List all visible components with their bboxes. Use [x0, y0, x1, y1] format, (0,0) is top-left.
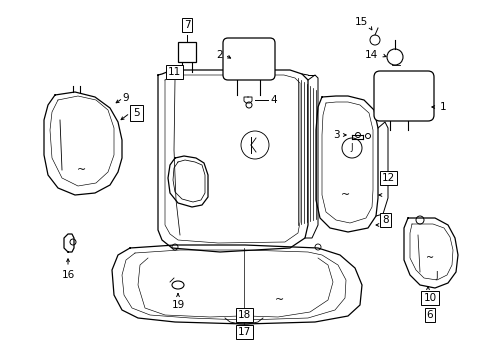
Text: 5: 5 — [133, 108, 140, 118]
Text: 10: 10 — [423, 293, 436, 303]
Polygon shape — [244, 97, 251, 103]
Text: 14: 14 — [364, 50, 377, 60]
FancyBboxPatch shape — [373, 71, 433, 121]
Text: 4: 4 — [269, 95, 276, 105]
Polygon shape — [112, 245, 361, 324]
Text: 12: 12 — [381, 173, 394, 183]
Text: J: J — [435, 270, 437, 279]
Text: 18: 18 — [237, 310, 250, 320]
Text: 11: 11 — [167, 67, 180, 77]
Text: 3: 3 — [333, 130, 339, 140]
Text: J: J — [350, 144, 352, 153]
Text: 1: 1 — [439, 102, 446, 112]
Text: 2: 2 — [216, 50, 223, 60]
Text: 17: 17 — [237, 327, 250, 337]
Polygon shape — [315, 96, 377, 232]
Text: ~: ~ — [340, 190, 349, 200]
Polygon shape — [64, 234, 74, 252]
Text: ~: ~ — [77, 165, 86, 175]
Polygon shape — [44, 92, 122, 195]
Text: 8: 8 — [381, 215, 388, 225]
Text: 6: 6 — [426, 310, 432, 320]
Text: 19: 19 — [171, 300, 184, 310]
Polygon shape — [158, 70, 307, 252]
Text: 16: 16 — [61, 270, 75, 280]
FancyBboxPatch shape — [223, 38, 274, 80]
Text: 7: 7 — [183, 20, 190, 30]
Text: 15: 15 — [354, 17, 367, 27]
Text: ~: ~ — [275, 295, 284, 305]
Text: 9: 9 — [122, 93, 128, 103]
FancyBboxPatch shape — [178, 42, 196, 62]
Text: ~: ~ — [425, 253, 433, 263]
Polygon shape — [168, 156, 207, 207]
Polygon shape — [403, 218, 457, 288]
